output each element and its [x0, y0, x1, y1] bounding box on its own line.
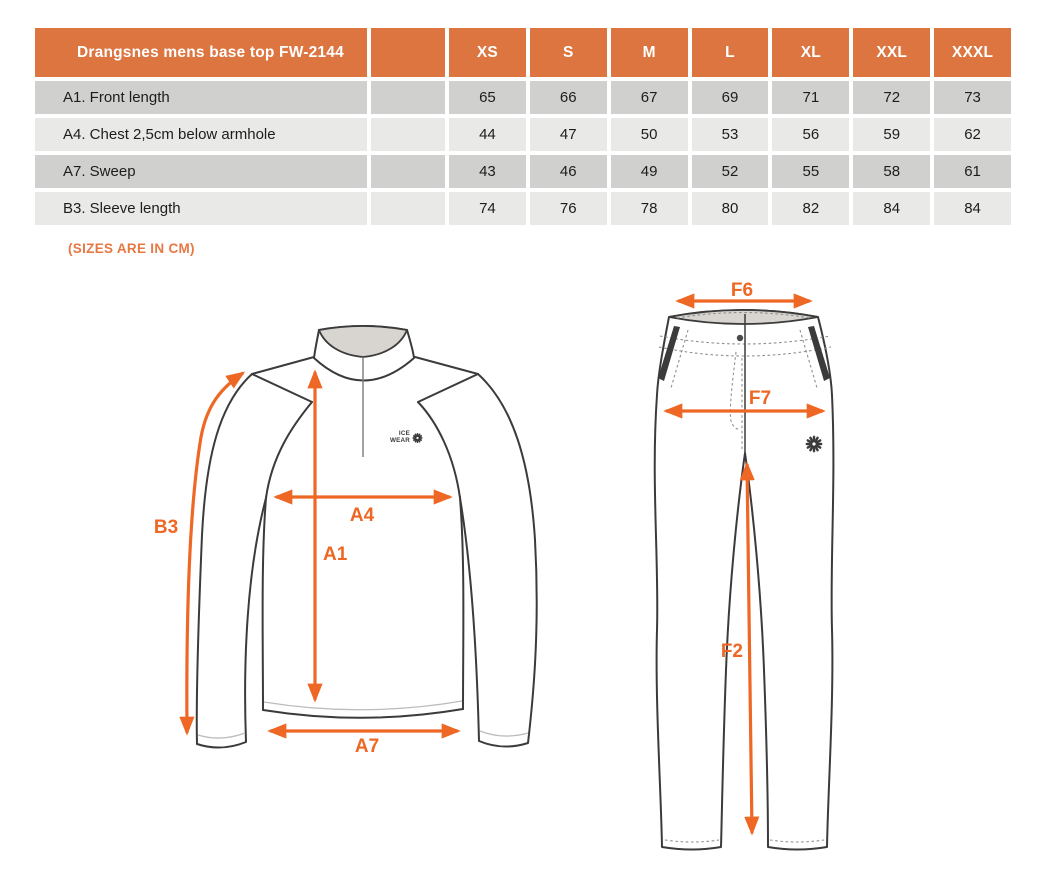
b3-sleeve-arrow [179, 371, 246, 736]
yoke-seams [251, 373, 479, 403]
size-column-header-s: S [529, 28, 607, 77]
row-label: A7. Sweep [35, 155, 367, 188]
size-value-cell: 47 [529, 118, 607, 151]
size-column-header-xxl: XXL [853, 28, 931, 77]
size-value-cell: 46 [529, 155, 607, 188]
shoulder-seams [251, 356, 479, 375]
size-value-cell: 82 [772, 192, 850, 225]
row-label: B3. Sleeve length [35, 192, 367, 225]
size-value-cell: 84 [934, 192, 1011, 225]
side-seams [261, 497, 465, 711]
right-pocket [808, 326, 830, 381]
empty-cell [371, 118, 445, 151]
size-value-cell: 65 [449, 81, 526, 114]
size-column-header-xs: XS [449, 28, 526, 77]
waist-opening [668, 309, 819, 325]
size-table: Drangsnes mens base top FW-2144 XS S M L… [35, 28, 1011, 229]
size-value-cell: 84 [853, 192, 931, 225]
a1-label: A1 [323, 544, 348, 565]
a4-label: A4 [350, 505, 375, 526]
size-value-cell: 53 [691, 118, 769, 151]
size-value-cell: 66 [529, 81, 607, 114]
table-row-sweep: A7. Sweep 43 46 49 52 55 58 61 [35, 155, 1011, 188]
table-title: Drangsnes mens base top FW-2144 [35, 28, 367, 77]
icewear-snowflake-icon [412, 432, 423, 444]
f2-inseam-arrow [739, 461, 760, 836]
size-value-cell: 80 [691, 192, 769, 225]
pants-outline [653, 309, 835, 851]
leg-hem-stitches [664, 839, 825, 843]
empty-cell [371, 81, 445, 114]
header-empty-cell [371, 28, 445, 77]
size-value-cell: 69 [691, 81, 769, 114]
row-label: A4. Chest 2,5cm below armhole [35, 118, 367, 151]
size-column-header-xxxl: XXXL [934, 28, 1011, 77]
pants-drawing: F6 F7 F2 [653, 280, 835, 851]
size-value-cell: 71 [772, 81, 850, 114]
size-value-cell: 49 [610, 155, 688, 188]
left-pocket [658, 326, 680, 381]
waist-button [736, 334, 744, 342]
size-value-cell: 56 [772, 118, 850, 151]
armhole-seams [265, 401, 461, 499]
waistband-stitch-bottom [658, 346, 832, 357]
f7-label: F7 [749, 388, 771, 409]
size-value-cell: 73 [934, 81, 1011, 114]
size-value-cell: 72 [853, 81, 931, 114]
icewear-logo: ICE WEAR [390, 430, 423, 444]
size-value-cell: 78 [610, 192, 688, 225]
size-value-cell: 50 [610, 118, 688, 151]
empty-cell [371, 155, 445, 188]
logo-text-line1: ICE [399, 430, 410, 437]
table-row-sleeve-length: B3. Sleeve length 74 76 78 80 82 84 84 [35, 192, 1011, 225]
table-row-front-length: A1. Front length 65 66 67 69 71 72 73 [35, 81, 1011, 114]
waistband-stitch-top [659, 335, 831, 345]
size-column-header-l: L [691, 28, 769, 77]
size-value-cell: 62 [934, 118, 1011, 151]
size-value-cell: 76 [529, 192, 607, 225]
snowflake-icon [805, 435, 823, 453]
size-column-header-xl: XL [772, 28, 850, 77]
row-label: A1. Front length [35, 81, 367, 114]
logo-text-line2: WEAR [390, 437, 410, 444]
size-value-cell: 61 [934, 155, 1011, 188]
b3-label: B3 [154, 517, 178, 538]
fly-stitch [729, 351, 741, 431]
a7-label: A7 [355, 736, 379, 757]
f2-label: F2 [721, 641, 743, 662]
table-row-chest: A4. Chest 2,5cm below armhole 44 47 50 5… [35, 118, 1011, 151]
size-value-cell: 55 [772, 155, 850, 188]
size-value-cell: 67 [610, 81, 688, 114]
units-note: (SIZES ARE IN CM) [68, 241, 195, 256]
table-header-row: Drangsnes mens base top FW-2144 XS S M L… [35, 28, 1011, 77]
size-value-cell: 58 [853, 155, 931, 188]
collar-inner [317, 325, 409, 358]
f6-label: F6 [731, 280, 753, 301]
size-value-cell: 74 [449, 192, 526, 225]
size-value-cell: 44 [449, 118, 526, 151]
size-column-header-m: M [610, 28, 688, 77]
size-value-cell: 43 [449, 155, 526, 188]
hem-stitch [263, 700, 463, 711]
size-value-cell: 59 [853, 118, 931, 151]
hem-edge [262, 708, 464, 719]
shirt-torso [252, 357, 478, 718]
empty-cell [371, 192, 445, 225]
base-top-drawing: ICE WEAR B3 A1 A4 A7 [154, 325, 538, 757]
size-value-cell: 52 [691, 155, 769, 188]
